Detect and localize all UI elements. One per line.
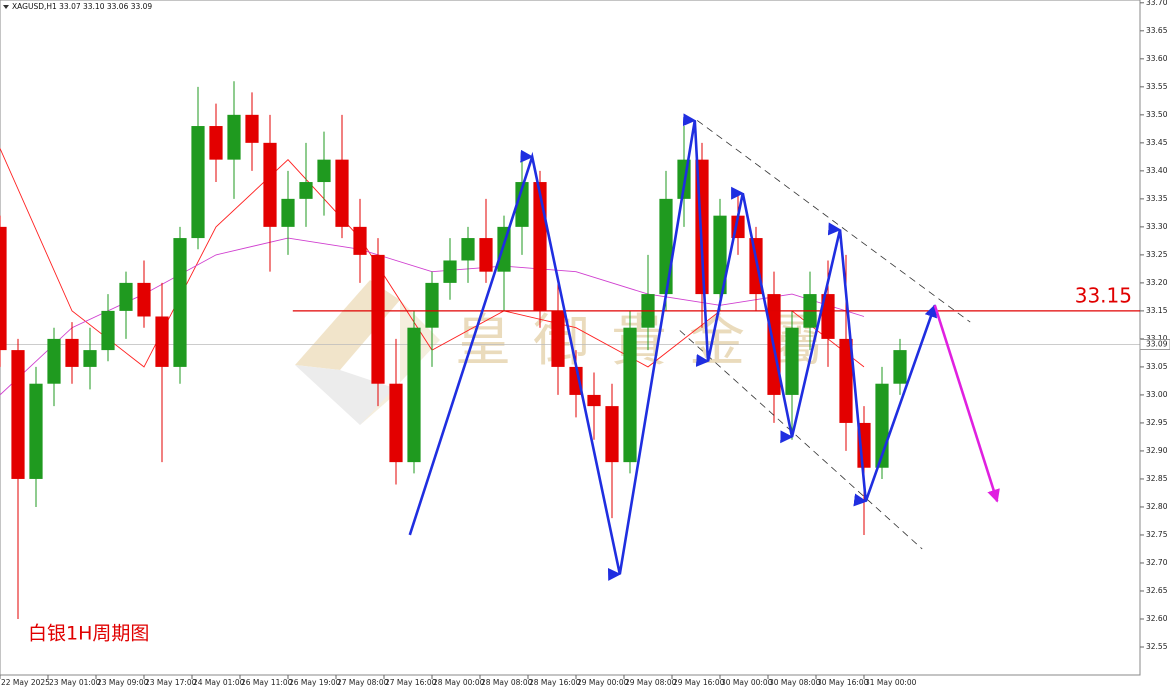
y-tick-label: 32.65 [1146, 586, 1168, 595]
candle-body [407, 327, 421, 463]
x-tick-label: 28 May 00:00 [433, 678, 485, 687]
candle-body [299, 182, 313, 199]
zigzag-path [408, 113, 938, 581]
candle-body [83, 350, 97, 367]
candle-body [281, 198, 295, 227]
y-tick-label: 33.45 [1146, 138, 1168, 147]
candle-body [461, 238, 475, 261]
candle-body [425, 282, 439, 328]
y-tick-label: 33.40 [1146, 166, 1168, 175]
y-tick-label: 32.80 [1146, 502, 1168, 511]
level-label: 33.15 [1075, 283, 1132, 307]
candle-body [173, 238, 187, 367]
y-tick-label: 33.60 [1146, 54, 1168, 63]
y-tick-label: 33.65 [1146, 26, 1168, 35]
y-tick-label: 33.30 [1146, 222, 1168, 231]
x-tick-label: 31 May 00:00 [865, 678, 917, 687]
y-tick-label: 32.85 [1146, 474, 1168, 483]
candle-body [29, 383, 43, 479]
forecast-path [933, 304, 1000, 503]
candle-body [497, 226, 511, 272]
candle-body [209, 126, 223, 160]
x-tick-label: 26 May 19:00 [289, 678, 341, 687]
x-tick-label: 24 May 01:00 [193, 678, 245, 687]
candle-body [317, 159, 331, 183]
y-tick-label: 33.55 [1146, 82, 1168, 91]
x-tick-label: 26 May 11:00 [241, 678, 293, 687]
x-tick-label: 29 May 00:00 [577, 678, 629, 687]
y-tick-label: 33.15 [1146, 306, 1168, 315]
candle-body [479, 238, 493, 272]
y-tick-label: 32.70 [1146, 558, 1168, 567]
candle-body [893, 350, 907, 384]
x-tick-label: 28 May 16:00 [529, 678, 581, 687]
y-tick-label: 32.60 [1146, 614, 1168, 623]
candle-body [119, 282, 133, 311]
candle-body [101, 310, 115, 351]
x-tick-label: 22 May 2025 [1, 678, 50, 687]
candle-body [137, 282, 151, 317]
candle-body [443, 260, 457, 283]
x-tick-label: 23 May 09:00 [97, 678, 149, 687]
y-tick-label: 33.05 [1146, 362, 1168, 371]
current-price-tag [1139, 339, 1170, 351]
caption: 白银1H周期图 [28, 623, 149, 645]
y-tick-label: 33.35 [1146, 194, 1168, 203]
candle-body [47, 338, 61, 384]
header-icon [3, 5, 9, 9]
y-tick-label: 33.10 [1146, 334, 1168, 343]
y-tick-label: 33.25 [1146, 250, 1168, 259]
y-tick-label: 33.70 [1146, 0, 1168, 7]
candle-body [551, 310, 565, 367]
y-tick-label: 33.50 [1146, 110, 1168, 119]
candle-body [371, 254, 385, 384]
y-tick-label: 32.90 [1146, 446, 1168, 455]
x-tick-label: 28 May 08:00 [481, 678, 533, 687]
candle-body [623, 327, 637, 463]
current-price-label: 33.09 [1146, 340, 1168, 349]
candle-body [263, 142, 277, 227]
candle-body [11, 350, 25, 479]
y-tick-label: 32.55 [1146, 642, 1168, 651]
x-tick-label: 23 May 01:00 [49, 678, 101, 687]
x-tick-label: 29 May 08:00 [625, 678, 677, 687]
candle-body [389, 383, 403, 463]
x-tick-label: 29 May 16:00 [673, 678, 725, 687]
x-tick-label: 30 May 08:00 [769, 678, 821, 687]
y-tick-label: 32.95 [1146, 418, 1168, 427]
y-tick-label: 33.00 [1146, 390, 1168, 399]
candle-body [155, 316, 169, 367]
x-tick-label: 23 May 17:00 [145, 678, 197, 687]
candle-body [533, 182, 547, 311]
candle-body [227, 114, 241, 160]
candle-body [245, 114, 259, 143]
x-tick-label: 27 May 08:00 [337, 678, 389, 687]
x-tick-label: 30 May 16:00 [817, 678, 869, 687]
x-tick-label: 30 May 00:00 [721, 678, 773, 687]
x-tick-label: 27 May 16:00 [385, 678, 437, 687]
y-tick-label: 33.20 [1146, 278, 1168, 287]
candle-body [587, 394, 601, 407]
candle-body [659, 198, 673, 295]
candle-body [191, 126, 205, 239]
candle-body [335, 159, 349, 227]
candle-body [0, 226, 7, 351]
candle-body [65, 338, 79, 367]
y-tick-label: 32.75 [1146, 530, 1168, 539]
candle-body [785, 327, 799, 395]
chart-header: XAGUSD,H1 33.07 33.10 33.06 33.09 [12, 2, 152, 11]
candle-body [605, 406, 619, 463]
candle-body [353, 226, 367, 255]
